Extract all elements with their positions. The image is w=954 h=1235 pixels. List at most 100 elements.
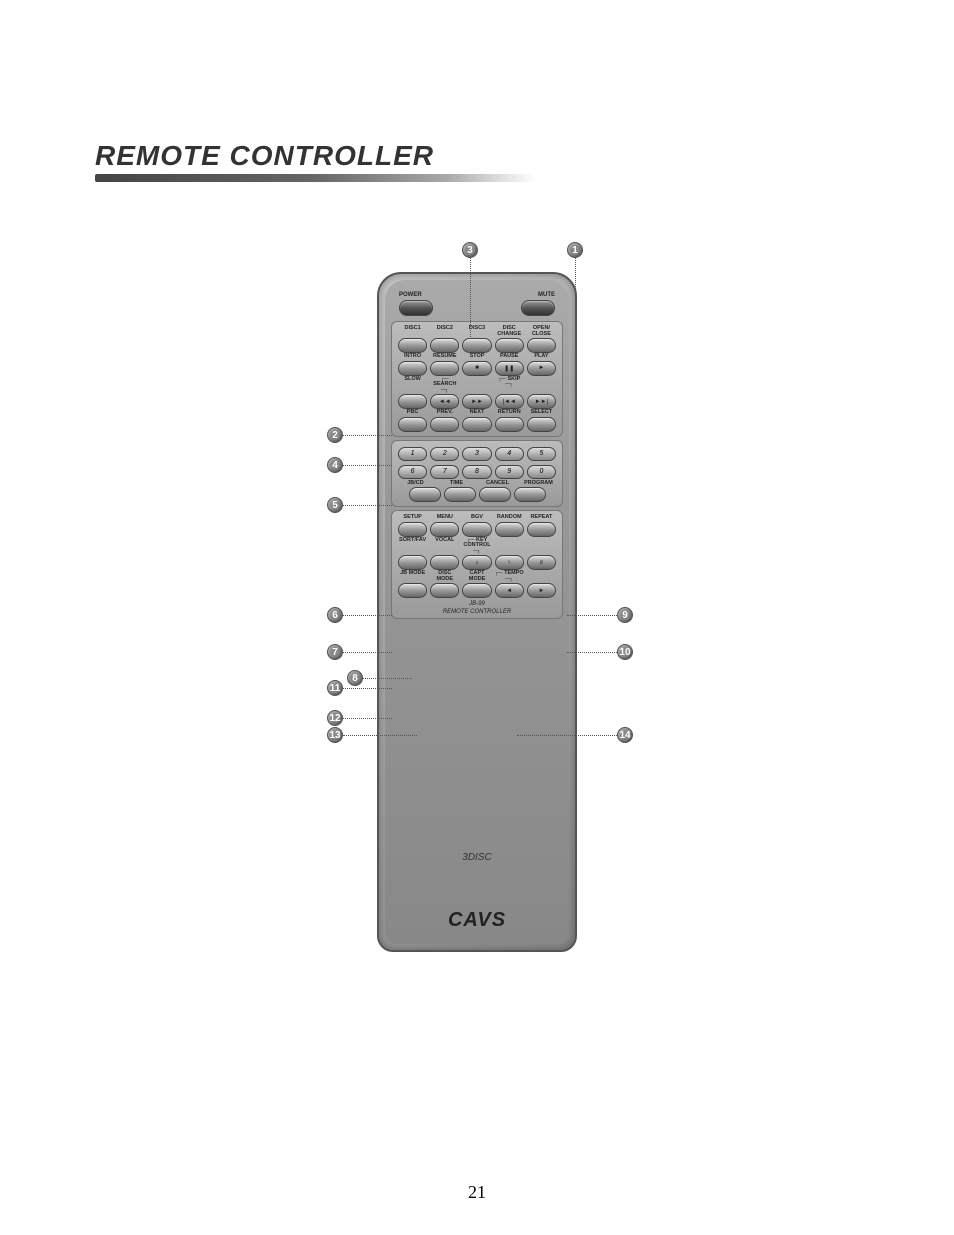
remote-button[interactable]: ►	[527, 583, 556, 598]
callout-6: 6	[327, 607, 343, 623]
remote-button[interactable]	[409, 487, 441, 502]
button-label	[527, 538, 556, 555]
remote-button[interactable]	[430, 522, 459, 537]
title-underline	[95, 174, 535, 182]
number-button-9[interactable]: 9	[495, 465, 524, 479]
number-button-0[interactable]: 0	[527, 465, 556, 479]
number-button-6[interactable]: 6	[398, 465, 427, 479]
button-label: RESUME	[430, 354, 459, 360]
remote-button[interactable]	[462, 338, 491, 353]
row7-buttons: ♭ ♮♯	[394, 554, 560, 571]
remote-button[interactable]	[479, 487, 511, 502]
panel-numbers: 12345 67890 JB/CD TIME CANCEL PROGRAM	[391, 440, 563, 508]
row6-labels: SETUPMENUBGVRANDOMREPEAT	[394, 515, 560, 521]
remote-button[interactable]	[444, 487, 476, 502]
button-label: ┌─ SEARCH ─┐	[430, 377, 459, 394]
button-label: BGV	[462, 515, 491, 521]
button-label: RETURN	[495, 410, 524, 416]
remote-button[interactable]: ►►|	[527, 394, 556, 409]
row8-buttons: ◄►	[394, 582, 560, 599]
remote-button[interactable]	[398, 394, 427, 409]
remote-button[interactable]	[527, 338, 556, 353]
remote-button[interactable]	[495, 417, 524, 432]
number-button-2[interactable]: 2	[430, 447, 459, 461]
callout-14: 14	[617, 727, 633, 743]
remote-button[interactable]: ■	[462, 361, 491, 376]
remote-button[interactable]: |◄◄	[495, 394, 524, 409]
remote-button[interactable]: ♯	[527, 555, 556, 570]
number-button-7[interactable]: 7	[430, 465, 459, 479]
remote-button[interactable]	[527, 522, 556, 537]
remote-button[interactable]: ◄	[495, 583, 524, 598]
row2-buttons: ■ ❚❚►	[394, 360, 560, 377]
callout-5: 5	[327, 497, 343, 513]
remote-figure: POWER MUTE DISC1DISC2DISC3DISC CHANGEOPE…	[217, 242, 737, 982]
section-title: REMOTE CONTROLLER	[95, 140, 859, 172]
remote-button[interactable]	[430, 361, 459, 376]
remote-button[interactable]	[398, 522, 427, 537]
button-label: VOCAL	[430, 538, 459, 555]
button-label	[462, 377, 491, 394]
button-label: STOP	[462, 354, 491, 360]
button-label: MENU	[430, 515, 459, 521]
remote-button[interactable]	[495, 522, 524, 537]
button-label: CANCEL	[480, 481, 515, 487]
remote-button[interactable]	[430, 338, 459, 353]
leader-line	[343, 688, 392, 689]
remote-button[interactable]	[495, 338, 524, 353]
number-button-3[interactable]: 3	[462, 447, 491, 461]
remote-button[interactable]: ♭	[462, 555, 491, 570]
remote-button[interactable]	[398, 417, 427, 432]
model-subtitle: REMOTE CONTROLLER	[394, 609, 560, 615]
remote-button[interactable]	[462, 583, 491, 598]
number-button-1[interactable]: 1	[398, 447, 427, 461]
button-label: DISC CHANGE	[495, 326, 524, 337]
remote-button[interactable]	[430, 417, 459, 432]
remote-button[interactable]	[398, 583, 427, 598]
button-label: DISC1	[398, 326, 427, 337]
button-label: PROGRAM	[521, 481, 556, 487]
remote-button[interactable]: ►	[527, 361, 556, 376]
number-button-5[interactable]: 5	[527, 447, 556, 461]
power-button[interactable]	[399, 300, 433, 316]
remote-button[interactable]	[430, 583, 459, 598]
row8-labels: JB MODEDISC MODECAPT MODE┌─ TEMPO ─┐	[394, 571, 560, 582]
remote-button[interactable]	[462, 417, 491, 432]
button-label: TIME	[439, 481, 474, 487]
remote-button[interactable]	[398, 361, 427, 376]
page: REMOTE CONTROLLER POWER MUTE DISC1DISC2D…	[0, 0, 954, 1235]
remote-button[interactable]	[527, 417, 556, 432]
leader-line	[343, 505, 392, 506]
remote-button[interactable]	[514, 487, 546, 502]
remote-button[interactable]: ►►	[462, 394, 491, 409]
remote-button[interactable]	[430, 555, 459, 570]
remote-button[interactable]: ◄◄	[430, 394, 459, 409]
number-button-8[interactable]: 8	[462, 465, 491, 479]
button-label: DISC2	[430, 326, 459, 337]
disc-logo: 3DISC	[385, 852, 569, 863]
button-label: REPEAT	[527, 515, 556, 521]
leader-line	[343, 652, 392, 653]
row4-labels: PBCPREV.NEXTRETURNSELECT	[394, 410, 560, 416]
remote-button[interactable]	[462, 522, 491, 537]
remote-button[interactable]	[398, 338, 427, 353]
row3-buttons: ◄◄►► |◄◄►►|	[394, 393, 560, 410]
num-row-2: 67890	[394, 463, 560, 481]
remote-button[interactable]: ♮	[495, 555, 524, 570]
remote-button[interactable]	[398, 555, 427, 570]
button-label: SETUP	[398, 515, 427, 521]
button-label: SLOW	[398, 377, 427, 394]
remote-button[interactable]: ❚❚	[495, 361, 524, 376]
brand-area: 3DISC CAVS	[385, 852, 569, 932]
leader-line	[343, 435, 392, 436]
leader-line	[567, 652, 617, 653]
mute-button[interactable]	[521, 300, 555, 316]
button-label: JB MODE	[398, 571, 427, 582]
callout-8: 8	[347, 670, 363, 686]
button-label: ┌─ SKIP ─┐	[495, 377, 524, 394]
callout-13: 13	[327, 727, 343, 743]
callout-1: 1	[567, 242, 583, 258]
button-label: JB/CD	[398, 481, 433, 487]
number-button-4[interactable]: 4	[495, 447, 524, 461]
model-number: JB-99	[394, 601, 560, 607]
